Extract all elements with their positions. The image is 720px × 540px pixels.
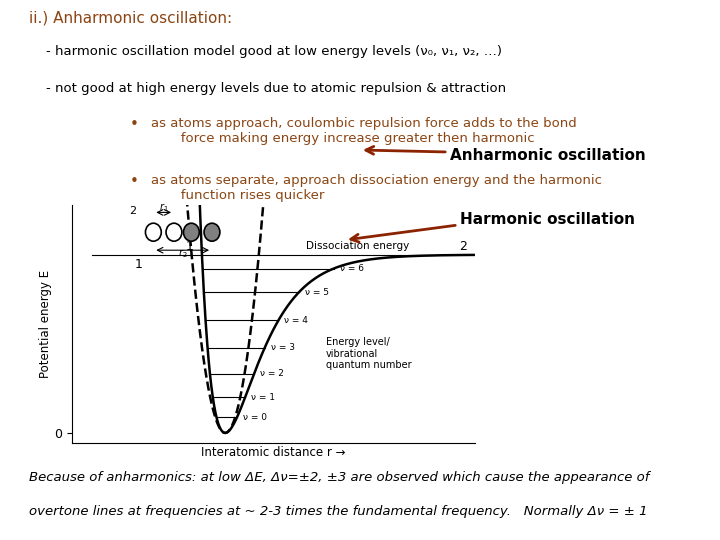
Circle shape xyxy=(204,223,220,241)
Circle shape xyxy=(184,223,199,241)
Text: Dissociation energy: Dissociation energy xyxy=(306,241,409,251)
Text: ν = 4: ν = 4 xyxy=(284,315,308,325)
Text: •: • xyxy=(130,174,138,190)
Text: overtone lines at frequencies at ~ 2-3 times the fundamental frequency.   Normal: overtone lines at frequencies at ~ 2-3 t… xyxy=(29,505,647,518)
Text: ii.) Anharmonic oscillation:: ii.) Anharmonic oscillation: xyxy=(29,10,232,25)
Text: as atoms approach, coulombic repulsion force adds to the bond
       force makin: as atoms approach, coulombic repulsion f… xyxy=(151,117,577,145)
Text: 2: 2 xyxy=(130,206,137,216)
Text: Because of anharmonics: at low ΔE, Δν=±2, ±3 are observed which cause the appear: Because of anharmonics: at low ΔE, Δν=±2… xyxy=(29,471,649,484)
Text: $r_1$: $r_1$ xyxy=(159,201,168,213)
Text: - not good at high energy levels due to atomic repulsion & attraction: - not good at high energy levels due to … xyxy=(29,82,506,95)
Text: ν = 0: ν = 0 xyxy=(243,413,267,422)
Circle shape xyxy=(145,223,161,241)
Text: ν = 5: ν = 5 xyxy=(305,288,328,297)
X-axis label: Interatomic distance r →: Interatomic distance r → xyxy=(202,446,346,458)
Text: 1: 1 xyxy=(135,258,143,271)
Text: •: • xyxy=(130,117,138,132)
Text: $r_2$: $r_2$ xyxy=(178,247,187,260)
Text: Energy level/
vibrational
quantum number: Energy level/ vibrational quantum number xyxy=(326,337,412,370)
Text: Harmonic oscillation: Harmonic oscillation xyxy=(460,213,635,227)
Text: Anharmonic oscillation: Anharmonic oscillation xyxy=(450,147,646,163)
Text: - harmonic oscillation model good at low energy levels (ν₀, ν₁, ν₂, …): - harmonic oscillation model good at low… xyxy=(29,45,502,58)
Text: ν = 2: ν = 2 xyxy=(260,369,284,378)
Y-axis label: Potential energy E: Potential energy E xyxy=(38,270,52,378)
Circle shape xyxy=(166,223,182,241)
Text: ν = 3: ν = 3 xyxy=(271,343,294,352)
Text: as atoms separate, approach dissociation energy and the harmonic
       function: as atoms separate, approach dissociation… xyxy=(151,174,602,202)
Text: ν = 6: ν = 6 xyxy=(340,264,364,273)
Text: 2: 2 xyxy=(459,240,467,253)
Text: 1: 1 xyxy=(186,240,194,253)
Text: ν = 1: ν = 1 xyxy=(251,393,275,402)
